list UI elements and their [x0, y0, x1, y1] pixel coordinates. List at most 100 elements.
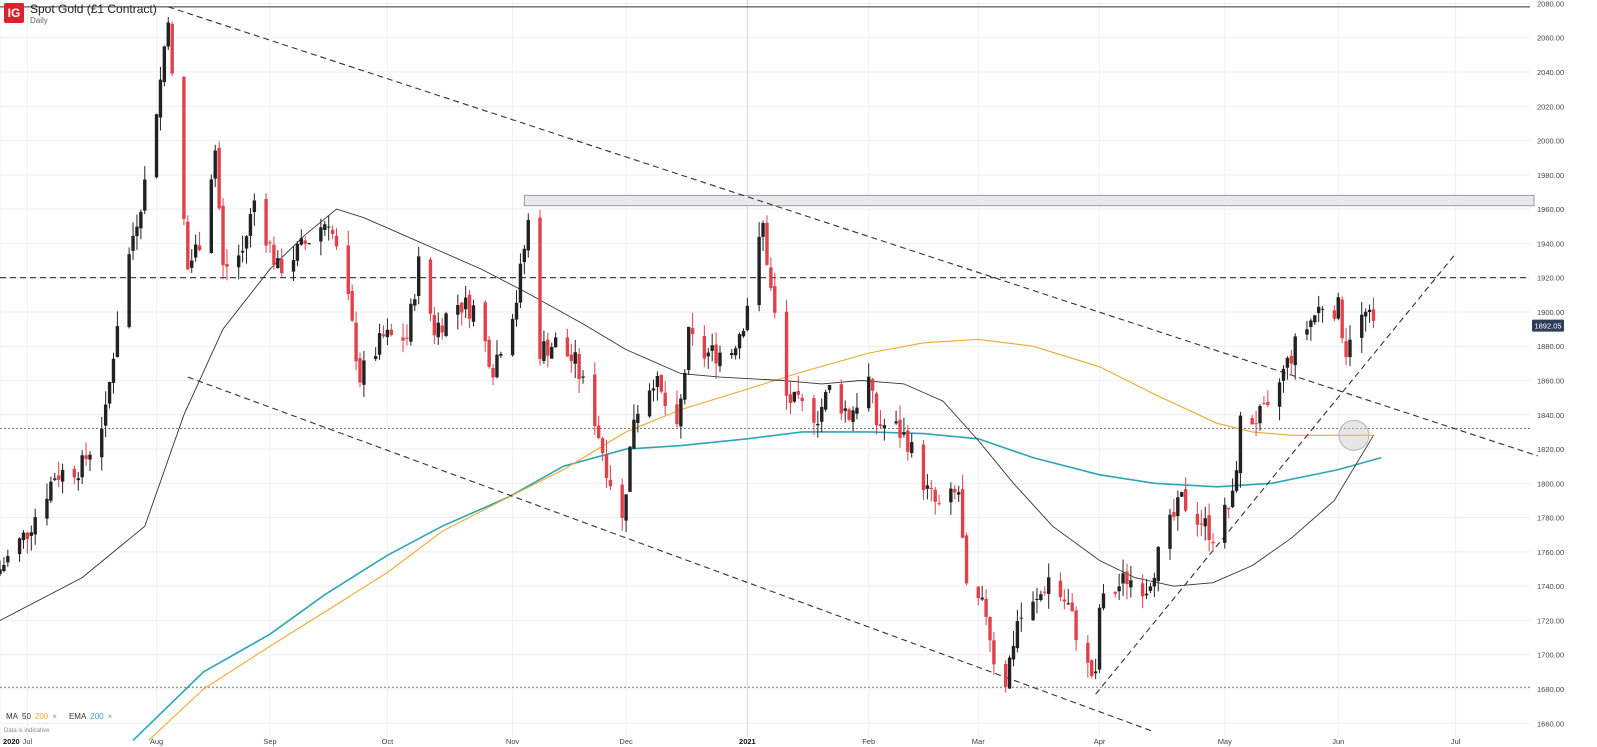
candle [1285, 356, 1290, 380]
candle-body [745, 305, 750, 331]
candle-body [874, 393, 879, 426]
candle-body [647, 390, 652, 417]
ema-close-icon[interactable]: × [107, 712, 113, 721]
axes: 2080.00 2060.00 2040.00 2020.00 2000.00 1980.… [3, 0, 1564, 746]
candle-body [800, 397, 804, 402]
candle-body [956, 492, 961, 495]
candle [428, 257, 433, 322]
highlight-circle [1338, 419, 1370, 451]
candle-body [166, 22, 170, 47]
candle [49, 476, 53, 504]
candle [1144, 578, 1149, 600]
candle [921, 439, 926, 501]
candle [483, 300, 487, 352]
y-tick-label: 1940.00 [1537, 239, 1564, 248]
candle-body [436, 322, 440, 338]
candle-body [593, 374, 597, 427]
candle-body [894, 421, 898, 424]
candle-body [773, 286, 777, 313]
candle-body [197, 245, 202, 251]
candle [812, 394, 816, 436]
candle-body [1367, 309, 1372, 312]
candle-body [213, 150, 217, 179]
candle [820, 398, 824, 433]
candle-body [264, 198, 268, 246]
candle [1129, 565, 1133, 598]
candle [659, 374, 664, 394]
candle [1086, 635, 1090, 678]
last-price-label: 1892.05 [1534, 322, 1561, 331]
candle [1066, 588, 1070, 605]
x-tick-label: Jul [23, 737, 33, 746]
trendline [168, 6, 1538, 457]
candle [80, 450, 84, 485]
candle-body [902, 432, 906, 435]
candle-body [1125, 571, 1129, 585]
candle [158, 66, 163, 131]
candle [1320, 306, 1325, 323]
y-tick-label: 2020.00 [1537, 102, 1564, 111]
candle [193, 234, 198, 262]
candle-body [546, 339, 550, 356]
candle-body [358, 358, 362, 383]
candle [1156, 546, 1160, 592]
candle [593, 362, 597, 435]
candle [29, 525, 34, 551]
candle-body [1117, 586, 1121, 592]
candle-body [1371, 309, 1376, 321]
candle [268, 239, 272, 253]
candle-body [280, 258, 284, 274]
candle [334, 228, 339, 250]
candle [843, 400, 847, 423]
trendline [187, 376, 1155, 733]
candle-body [526, 220, 530, 251]
candle-body [714, 344, 718, 364]
candle-body [949, 488, 953, 503]
candle [252, 193, 257, 226]
ma-close-icon[interactable]: × [52, 712, 57, 721]
candle [1019, 602, 1024, 632]
candle [956, 485, 961, 502]
candle-body [765, 222, 769, 265]
candle-body [1097, 607, 1102, 670]
ema200-label: 200 [90, 712, 104, 721]
candle-body [1211, 541, 1215, 544]
candle [444, 311, 448, 338]
candle [937, 494, 941, 506]
candle [518, 253, 523, 309]
candle-body [1293, 336, 1297, 366]
candle [401, 323, 405, 353]
candle [546, 332, 550, 368]
candle [1148, 583, 1153, 594]
candle [636, 405, 640, 433]
resistance-zone [523, 194, 1535, 207]
candle-body [127, 254, 131, 328]
candle [1360, 301, 1364, 353]
candle-body [1074, 610, 1078, 641]
candle-body [139, 211, 143, 229]
candle [1340, 296, 1344, 344]
candle [647, 383, 652, 418]
candle [1313, 315, 1317, 325]
candle-body [1101, 593, 1106, 609]
candle [499, 351, 503, 358]
y-tick-label: 1740.00 [1537, 582, 1564, 591]
candle [1113, 591, 1117, 598]
y-tick-label: 1660.00 [1537, 719, 1564, 728]
candle [6, 549, 10, 567]
candle-body [416, 256, 421, 297]
candle [870, 377, 875, 404]
candle [139, 209, 143, 240]
candle-body [1203, 518, 1207, 527]
instrument-title[interactable]: Spot Gold (£1 Contract) [30, 2, 157, 16]
candle [127, 247, 131, 329]
x-tick-label: Dec [619, 737, 633, 746]
candle-body [471, 305, 476, 322]
candle [264, 193, 268, 253]
candle [1043, 586, 1047, 596]
candle [663, 381, 667, 416]
candle-body [354, 322, 358, 362]
candle [796, 375, 800, 399]
candle [53, 472, 57, 482]
